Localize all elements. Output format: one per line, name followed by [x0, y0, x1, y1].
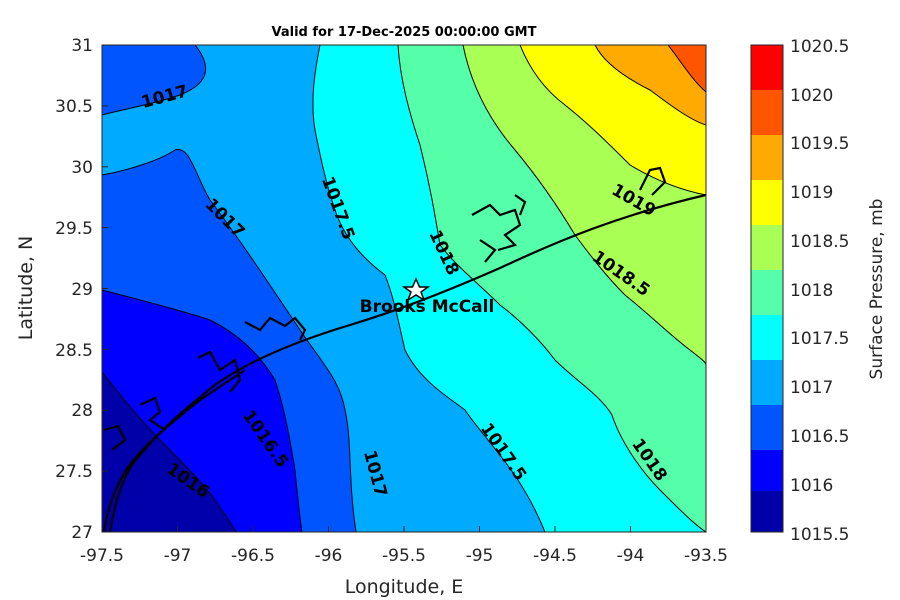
x-axis-label: Longitude, E: [345, 576, 464, 598]
colorbar-tick-label: 1017.5: [790, 329, 849, 349]
colorbar-tick-label: 1016: [790, 476, 833, 496]
colorbar-tick-label: 1018.5: [790, 232, 849, 252]
station-star-icon: [401, 277, 431, 302]
y-tick-labels: 31 30.5 30 29.5 29 28.5 28 27.5 27: [55, 36, 93, 543]
colorbar-tick-label: 1020: [790, 86, 833, 106]
colorbar-swatch: [751, 180, 783, 225]
colorbar-swatch: [751, 315, 783, 360]
colorbar-swatch: [751, 405, 783, 450]
colorbar-tick-label: 1019.5: [790, 134, 849, 154]
y-tick-label: 28.5: [55, 341, 93, 361]
fill-band-1020: [667, 45, 706, 93]
colorbar-swatch: [751, 450, 783, 491]
y-tick-label: 29.5: [55, 219, 93, 239]
colorbar-tick-label: 1020.5: [790, 37, 849, 57]
colorbar-tick-label: 1017: [790, 378, 833, 398]
colorbar-swatch: [751, 90, 783, 135]
y-tick-label: 30.5: [55, 97, 93, 117]
x-tick-label: -97: [164, 546, 192, 566]
y-tick-label: 29: [71, 280, 93, 300]
colorbar-swatch: [751, 135, 783, 180]
y-axis-label: Latitude, N: [15, 236, 37, 341]
colorbar-swatch: [751, 270, 783, 315]
colorbar-tick-label: 1016.5: [790, 427, 849, 447]
fill-band-1019-5: [594, 45, 706, 126]
x-tick-label: -94.5: [533, 546, 577, 566]
figure-title: Valid for 17-Dec-2025 00:00:00 GMT: [272, 25, 537, 40]
x-tick-label: -96: [315, 546, 343, 566]
x-tick-label: -93.5: [684, 546, 728, 566]
colorbar-tick-label: 1018: [790, 281, 833, 301]
x-tick-label: -95.5: [382, 546, 426, 566]
colorbar-tick-label: 1015.5: [790, 525, 849, 545]
y-tick-label: 27: [71, 523, 93, 543]
y-tick-label: 27.5: [55, 462, 93, 482]
y-tick-label: 30: [71, 158, 93, 178]
colorbar-swatch: [751, 225, 783, 270]
colorbar-tick-label: 1019: [790, 183, 833, 203]
x-tick-labels: -97.5 -97 -96.5 -96 -95.5 -95 -94.5 -94 …: [80, 546, 728, 566]
x-tick-label: -96.5: [231, 546, 275, 566]
tick-marks: [101, 44, 707, 533]
colorbar-swatch: [751, 491, 783, 532]
colorbar-swatch: [751, 360, 783, 405]
colorbar-swatch: [751, 45, 783, 90]
x-tick-label: -97.5: [80, 546, 124, 566]
colorbar: 1020.5 1020 1019.5 1019 1018.5 1018 1017…: [750, 37, 887, 545]
x-tick-label: -95: [466, 546, 494, 566]
station-label: Brooks McCall: [360, 297, 495, 317]
fill-band-1015-5: [102, 371, 237, 532]
coastline: [102, 166, 706, 532]
map-plot-area: Brooks McCall 1017 1017 1017.5 1018 1019…: [102, 45, 706, 532]
colorbar-label: Surface Pressure, mb: [867, 199, 887, 380]
x-tick-label: -94: [617, 546, 645, 566]
y-tick-label: 28: [71, 401, 93, 421]
y-tick-label: 31: [71, 36, 93, 56]
